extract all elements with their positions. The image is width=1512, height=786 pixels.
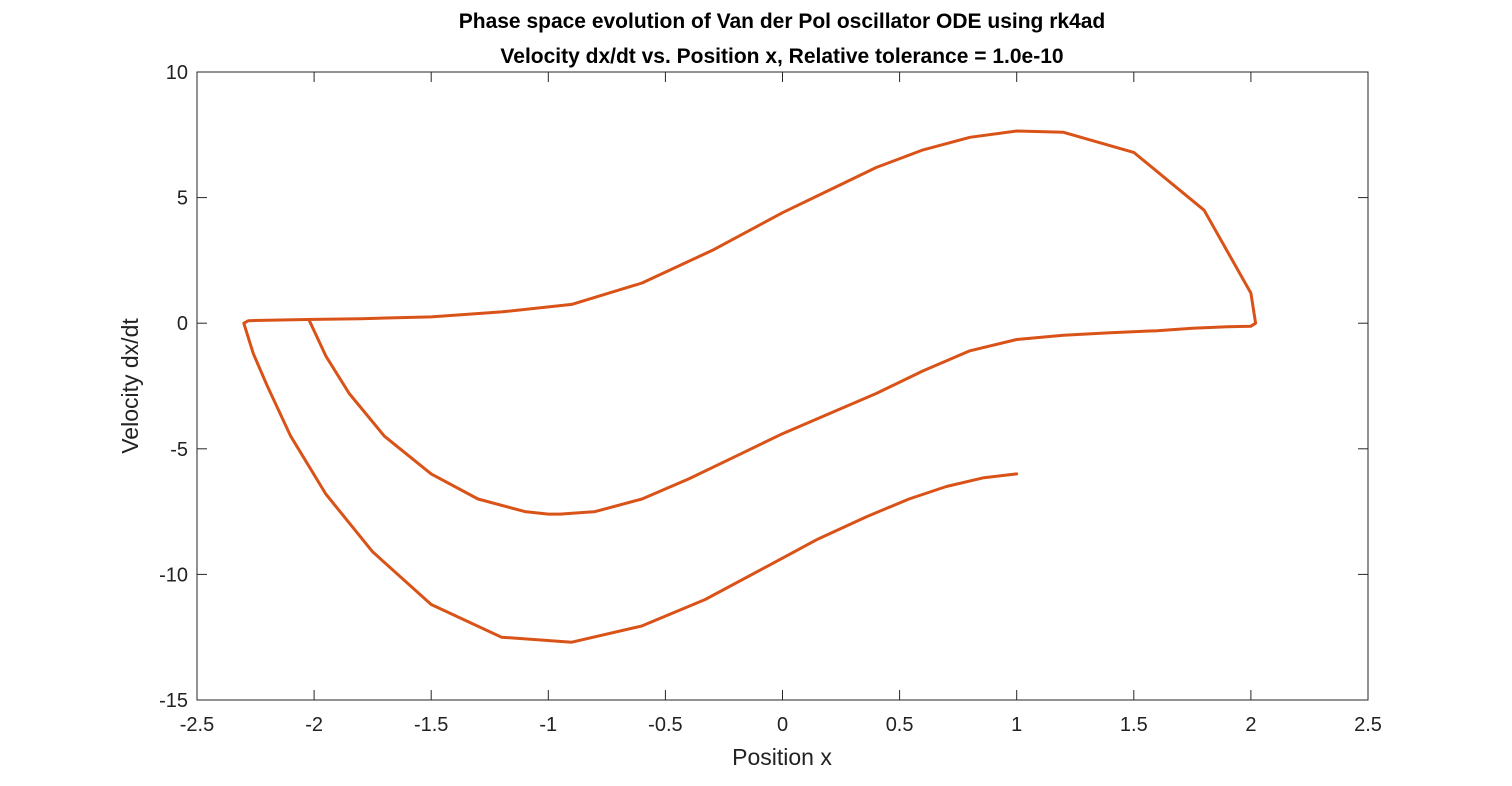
x-tick-label: 0.5: [886, 714, 914, 736]
x-tick-label: -1.5: [414, 714, 448, 736]
x-tick-label: -0.5: [648, 714, 682, 736]
y-axis-label: Velocity dx/dt: [117, 318, 143, 454]
plot-area-box: [196, 71, 1369, 701]
chart-subtitle: Velocity dx/dt vs. Position x, Relative …: [500, 45, 1063, 68]
series-layer: [242, 129, 1258, 644]
trajectory-line: [242, 129, 1258, 644]
x-tick-label: 1.5: [1120, 714, 1148, 736]
y-tick-label: 5: [177, 188, 188, 210]
x-tick-label: -2: [305, 714, 323, 736]
x-tick-label: 0: [777, 714, 788, 736]
x-tick-label: 2: [1245, 714, 1256, 736]
x-tick-label: 1: [1011, 714, 1022, 736]
y-axis-ticks: -15 -10 -5 0 5 10: [159, 62, 1368, 712]
x-axis-label: Position x: [732, 744, 832, 770]
x-axis-ticks: -2.5 -2 -1.5 -1 -0.5 0 0.5 1 1.5 2 2.5: [180, 72, 1382, 736]
x-tick-label: 2.5: [1354, 714, 1382, 736]
y-tick-label: 10: [166, 62, 188, 84]
y-tick-label: -5: [170, 439, 188, 461]
y-tick-label: -10: [159, 564, 188, 586]
x-tick-label: -1: [539, 714, 557, 736]
chart-title: Phase space evolution of Van der Pol osc…: [459, 10, 1106, 33]
x-tick-label: -2.5: [180, 714, 214, 736]
y-tick-label: 0: [177, 313, 188, 335]
y-tick-label: -15: [159, 690, 188, 712]
